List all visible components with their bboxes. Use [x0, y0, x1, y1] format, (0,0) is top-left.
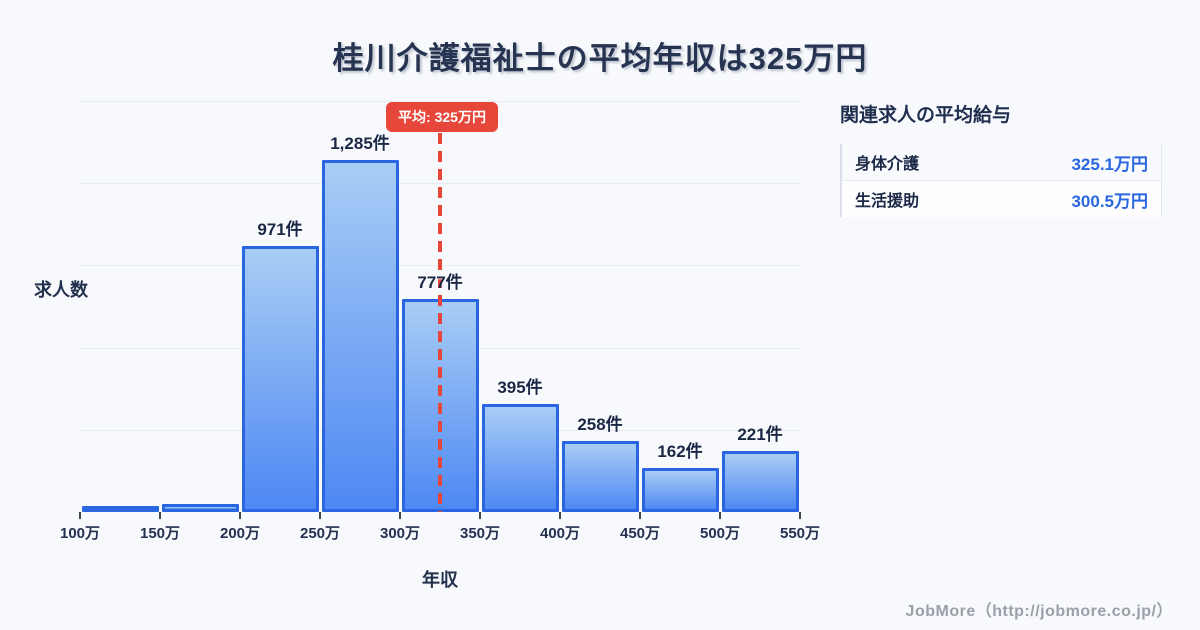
x-tick-mark: [159, 512, 161, 519]
bar-value-label: 1,285件: [330, 133, 390, 153]
bar-value-label: 395件: [497, 377, 543, 397]
bar-value-label: 777件: [417, 273, 463, 293]
bar-value-label: 221件: [737, 425, 783, 445]
footer-credit: JobMore（http://jobmore.co.jp/）: [905, 603, 1173, 620]
salary-row: 生活援助 300.5万円: [842, 180, 1161, 217]
x-tick-label: 100万: [59, 525, 101, 542]
x-tick-label: 300万: [379, 525, 421, 542]
bar-value-label: 162件: [657, 441, 703, 461]
x-tick-mark: [79, 512, 81, 519]
x-tick-mark: [799, 512, 801, 519]
histogram-bar: [241, 245, 319, 512]
x-tick-mark: [559, 512, 561, 519]
x-tick-mark: [319, 512, 321, 519]
gridline: [80, 101, 800, 102]
x-tick-label: 150万: [139, 525, 181, 542]
histogram-bar: [161, 503, 239, 512]
x-tick-label: 450万: [619, 525, 661, 542]
histogram-bar: [81, 506, 159, 512]
x-tick-label: 350万: [459, 525, 501, 542]
histogram-bar: [321, 159, 399, 512]
x-tick-mark: [399, 512, 401, 519]
x-tick-mark: [239, 512, 241, 519]
salary-row-value: 300.5万円: [1071, 191, 1148, 211]
histogram-bar: [481, 403, 559, 512]
histogram: 971件 1,285件 777件 395件 258件 162件 221件 100万 150万 20…: [60, 101, 820, 542]
x-tick-mark: [639, 512, 641, 519]
x-tick-label: 500万: [699, 525, 741, 542]
x-tick-mark: [479, 512, 481, 519]
x-tick-mark: [719, 512, 721, 519]
average-badge: 平均: 325万円: [386, 102, 498, 132]
average-line: [438, 133, 442, 512]
related-salary-table: 身体介護 325.1万円生活援助 300.5万円: [840, 144, 1162, 217]
histogram-bar: [721, 451, 799, 512]
histogram-bar: [641, 467, 719, 512]
x-tick-label: 400万: [539, 525, 581, 542]
salary-row-label: 生活援助: [855, 193, 920, 210]
histogram-bar: [561, 441, 639, 512]
salary-row: 身体介護 325.1万円: [842, 144, 1161, 180]
page-title: 桂川介護福祉士の平均年収は325万円: [332, 41, 868, 76]
y-axis-label: 求人数: [34, 280, 88, 300]
x-tick-label: 200万: [219, 525, 261, 542]
x-tick-label: 250万: [299, 525, 341, 542]
salary-row-value: 325.1万円: [1071, 154, 1148, 174]
bar-value-label: 971件: [257, 219, 303, 239]
side-panel-heading: 関連求人の平均給与: [840, 105, 1012, 126]
x-tick-label: 550万: [779, 525, 821, 542]
salary-row-label: 身体介護: [855, 156, 920, 173]
x-axis-label: 年収: [422, 570, 458, 590]
bar-value-label: 258件: [577, 415, 623, 435]
